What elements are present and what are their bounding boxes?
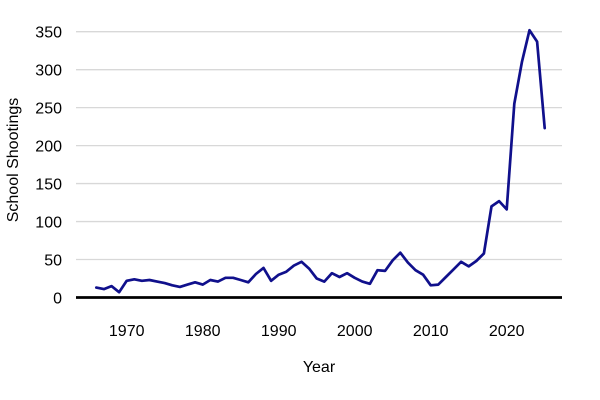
x-tick-label: 1970 — [109, 323, 145, 340]
y-tick-label: 350 — [35, 25, 62, 42]
x-tick-label: 2020 — [489, 323, 525, 340]
x-axis-tick-labels: 1970 1980 1990 2000 2010 2020 — [109, 323, 525, 340]
x-tick-label: 1980 — [185, 323, 221, 340]
data-line — [94, 28, 547, 294]
x-axis-title: Year — [303, 359, 336, 376]
y-axis-tick-labels: 0 50 100 150 200 250 300 350 — [35, 25, 62, 308]
gridlines — [76, 31, 562, 261]
y-tick-label: 300 — [35, 62, 62, 79]
x-tick-label: 1990 — [261, 323, 297, 340]
y-tick-label: 50 — [44, 252, 62, 269]
y-tick-label: 200 — [35, 138, 62, 155]
y-tick-label: 250 — [35, 100, 62, 117]
y-axis-title: School Shootings — [5, 98, 22, 223]
y-tick-label: 0 — [53, 290, 62, 307]
y-tick-label: 100 — [35, 214, 62, 231]
x-tick-label: 2000 — [337, 323, 373, 340]
y-tick-label: 150 — [35, 176, 62, 193]
x-tick-label: 2010 — [413, 323, 449, 340]
